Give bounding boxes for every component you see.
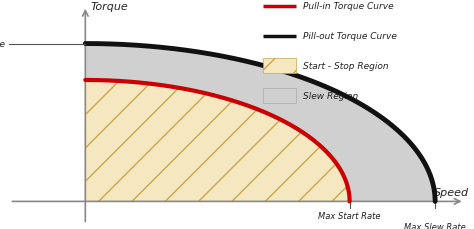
Bar [263, 59, 296, 74]
Text: Max Start Rate: Max Start Rate [319, 211, 381, 220]
Text: Holding Torque: Holding Torque [0, 40, 5, 49]
Text: Slew Region: Slew Region [303, 92, 359, 101]
Polygon shape [85, 81, 350, 202]
Bar [263, 89, 296, 104]
Text: Max Slew Rate: Max Slew Rate [404, 222, 466, 229]
Text: Pill-out Torque Curve: Pill-out Torque Curve [303, 32, 397, 41]
Text: Start - Stop Region: Start - Stop Region [303, 62, 389, 71]
Text: Speed: Speed [434, 187, 469, 197]
Text: Torque: Torque [90, 2, 128, 12]
Polygon shape [85, 44, 435, 202]
Text: Pull-in Torque Curve: Pull-in Torque Curve [303, 2, 394, 11]
